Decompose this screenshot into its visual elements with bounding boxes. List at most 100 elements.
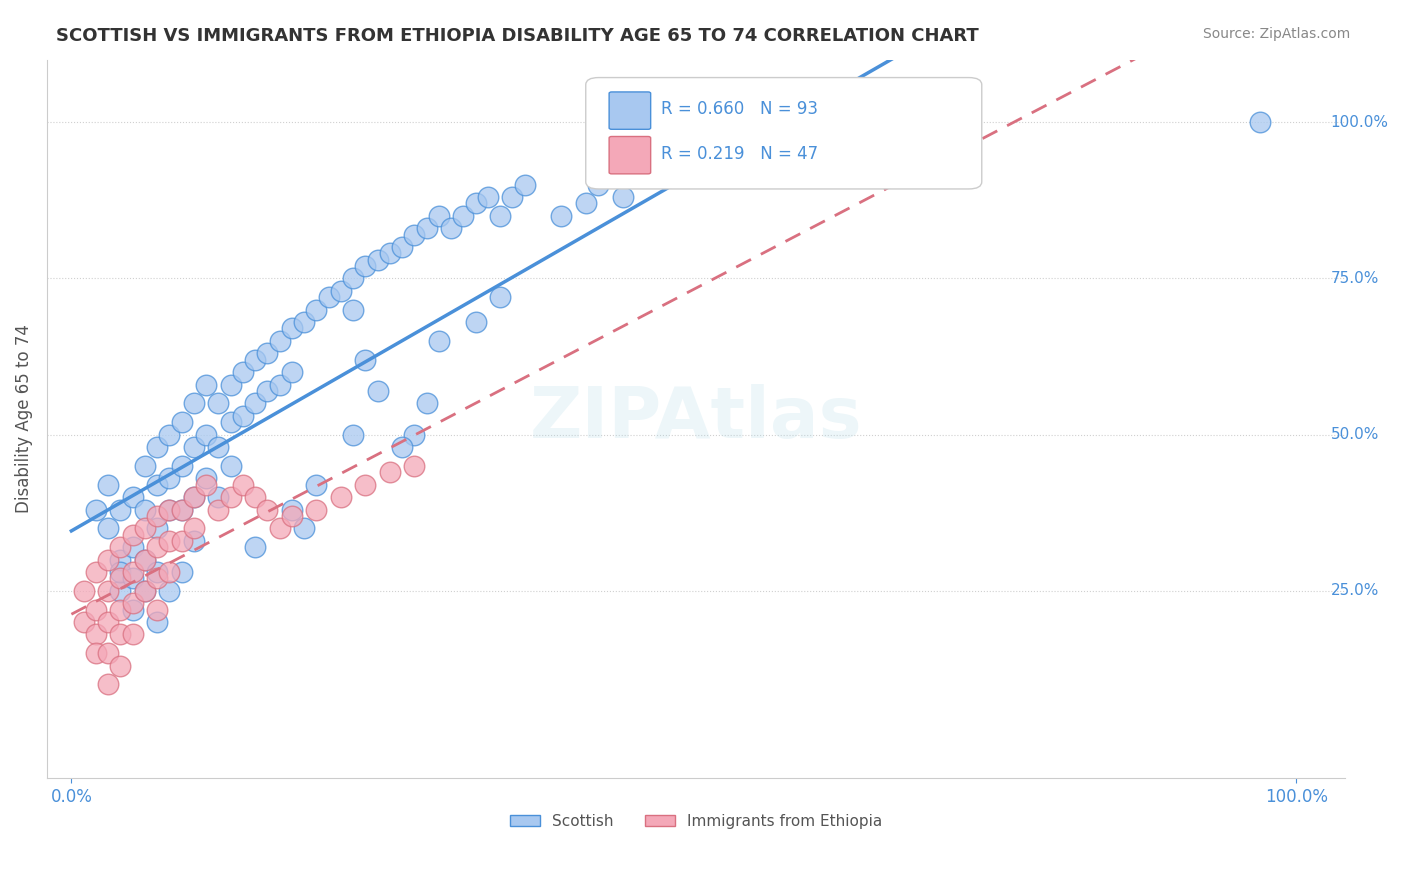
Point xyxy=(281,365,304,379)
Point xyxy=(170,502,193,516)
Point xyxy=(489,290,512,304)
Point xyxy=(207,502,229,516)
Point xyxy=(612,190,634,204)
Point xyxy=(146,508,169,523)
Point xyxy=(157,533,180,548)
Point xyxy=(183,440,205,454)
Point xyxy=(110,627,132,641)
Text: R = 0.219   N = 47: R = 0.219 N = 47 xyxy=(661,145,818,163)
Point xyxy=(207,396,229,410)
Point xyxy=(269,334,291,348)
Point xyxy=(84,646,107,660)
Point xyxy=(329,284,352,298)
Point xyxy=(281,502,304,516)
Point xyxy=(292,521,315,535)
Point xyxy=(170,533,193,548)
Point xyxy=(305,477,328,491)
Point xyxy=(1249,115,1271,129)
Point xyxy=(207,490,229,504)
Point xyxy=(121,602,143,616)
Point xyxy=(84,502,107,516)
Point xyxy=(243,396,266,410)
Point xyxy=(575,196,598,211)
Text: SCOTTISH VS IMMIGRANTS FROM ETHIOPIA DISABILITY AGE 65 TO 74 CORRELATION CHART: SCOTTISH VS IMMIGRANTS FROM ETHIOPIA DIS… xyxy=(56,27,979,45)
Point xyxy=(146,440,169,454)
Point xyxy=(243,352,266,367)
Point xyxy=(110,552,132,566)
Point xyxy=(121,596,143,610)
Point xyxy=(121,627,143,641)
Point xyxy=(354,352,377,367)
Point xyxy=(121,565,143,579)
Point xyxy=(404,427,426,442)
Point xyxy=(195,427,218,442)
FancyBboxPatch shape xyxy=(609,136,651,174)
Point xyxy=(305,502,328,516)
Point xyxy=(170,502,193,516)
Point xyxy=(269,377,291,392)
Point xyxy=(318,290,340,304)
Point xyxy=(342,302,364,317)
Point xyxy=(110,571,132,585)
Point xyxy=(281,508,304,523)
Point xyxy=(146,477,169,491)
Point xyxy=(256,346,278,360)
Point xyxy=(170,458,193,473)
Point xyxy=(97,646,120,660)
Point xyxy=(157,502,180,516)
Text: 100.0%: 100.0% xyxy=(1330,114,1389,129)
Point xyxy=(404,458,426,473)
Point xyxy=(134,552,156,566)
Point xyxy=(134,502,156,516)
Point xyxy=(464,196,486,211)
Text: ZIPAtlas: ZIPAtlas xyxy=(530,384,862,453)
Point xyxy=(586,178,609,192)
Point xyxy=(134,521,156,535)
Legend: Scottish, Immigrants from Ethiopia: Scottish, Immigrants from Ethiopia xyxy=(503,808,889,835)
Point xyxy=(157,565,180,579)
Point xyxy=(219,377,242,392)
Point xyxy=(513,178,536,192)
Point xyxy=(97,552,120,566)
Point xyxy=(110,658,132,673)
Point xyxy=(269,521,291,535)
Point xyxy=(243,540,266,554)
Point xyxy=(97,583,120,598)
Point xyxy=(183,521,205,535)
Point xyxy=(84,565,107,579)
Point xyxy=(183,490,205,504)
Point xyxy=(354,477,377,491)
Point xyxy=(146,571,169,585)
Point xyxy=(243,490,266,504)
Point xyxy=(134,583,156,598)
Point xyxy=(121,571,143,585)
Point xyxy=(195,477,218,491)
Point xyxy=(550,209,572,223)
Point xyxy=(183,490,205,504)
Point xyxy=(281,321,304,335)
Point xyxy=(256,502,278,516)
Point xyxy=(146,602,169,616)
Point xyxy=(464,315,486,329)
Text: R = 0.660   N = 93: R = 0.660 N = 93 xyxy=(661,100,818,118)
Point xyxy=(856,146,879,161)
Point xyxy=(97,477,120,491)
Point xyxy=(110,565,132,579)
Point xyxy=(489,209,512,223)
Point xyxy=(404,227,426,242)
Point xyxy=(183,533,205,548)
Point xyxy=(342,271,364,285)
Point xyxy=(72,615,94,629)
Point xyxy=(207,440,229,454)
Point xyxy=(672,165,695,179)
Point xyxy=(157,427,180,442)
Point xyxy=(84,602,107,616)
Point xyxy=(734,159,756,173)
Point xyxy=(110,540,132,554)
Point xyxy=(440,221,463,235)
Point xyxy=(354,259,377,273)
Point xyxy=(97,521,120,535)
Point xyxy=(305,302,328,317)
Point xyxy=(329,490,352,504)
Point xyxy=(391,440,413,454)
